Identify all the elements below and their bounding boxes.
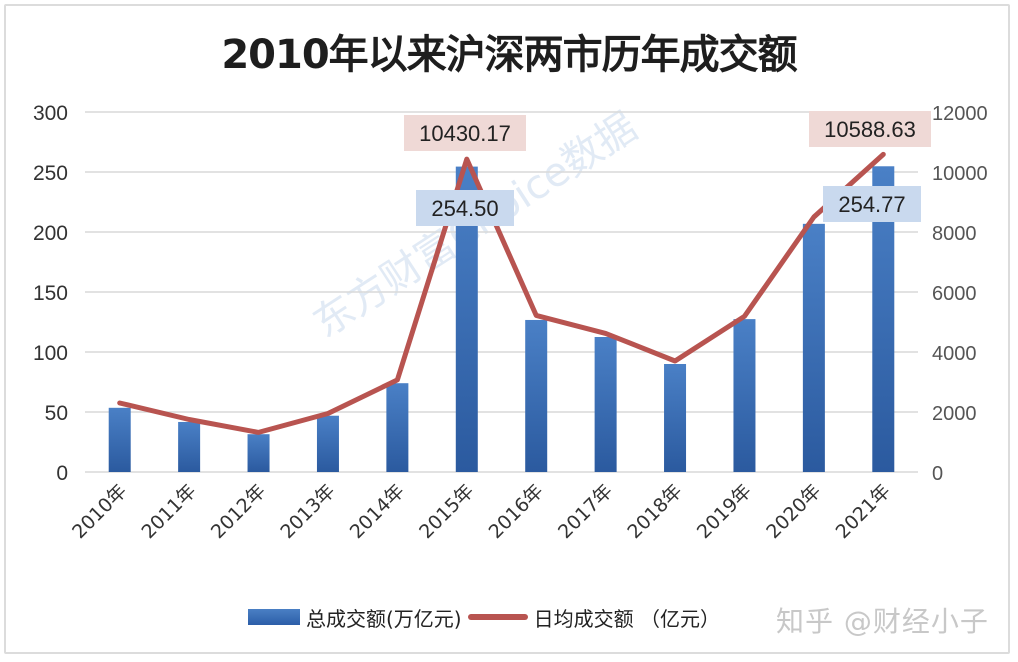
data-label-bg — [404, 115, 526, 151]
bar — [455, 166, 478, 472]
right-axis-tick: 0 — [932, 463, 943, 485]
left-axis-tick: 0 — [56, 462, 68, 485]
bar — [872, 166, 895, 472]
x-axis-label: 2018年 — [623, 480, 686, 543]
legend-bar-swatch — [248, 609, 300, 625]
right-axis-tick: 4000 — [932, 343, 977, 365]
left-axis-tick: 50 — [45, 402, 68, 425]
data-label: 10588.63 — [824, 117, 916, 142]
data-label: 254.50 — [431, 196, 498, 221]
bar — [316, 415, 339, 472]
right-axis-tick: 12000 — [932, 103, 988, 125]
bar — [247, 434, 270, 472]
bar — [664, 364, 687, 472]
bar — [802, 223, 825, 472]
x-axis-label: 2016年 — [485, 480, 548, 543]
x-axis-label: 2021年 — [832, 480, 895, 543]
right-axis-tick: 2000 — [932, 403, 977, 425]
data-label: 10430.17 — [419, 121, 511, 146]
bar — [733, 319, 756, 472]
bar — [386, 383, 409, 472]
right-axis-tick: 8000 — [932, 223, 977, 245]
data-label-bg — [809, 111, 931, 147]
data-label: 254.77 — [838, 192, 905, 217]
left-axis-tick: 200 — [33, 222, 68, 245]
chart-title: 2010年以来沪深两市历年成交额 — [221, 32, 797, 78]
legend-line-label: 日均成交额 （亿元） — [533, 606, 720, 631]
x-axis-label: 2020年 — [762, 480, 825, 543]
right-axis-tick: 6000 — [932, 283, 977, 305]
left-axis-tick: 250 — [33, 162, 68, 185]
legend: 总成交额(万亿元) 日均成交额 （亿元） — [248, 602, 720, 632]
bar — [108, 407, 131, 472]
daily-average-line — [117, 151, 886, 435]
legend-line-swatch — [467, 614, 528, 620]
x-axis-label: 2011年 — [137, 480, 200, 543]
right-axis-tick: 10000 — [932, 163, 988, 185]
data-label-bg — [416, 190, 514, 226]
bar — [178, 421, 201, 472]
x-axis-label: 2015年 — [415, 480, 478, 543]
left-axis-tick: 150 — [33, 282, 68, 305]
x-axis-label: 2017年 — [554, 480, 617, 543]
left-axis-tick: 300 — [33, 102, 68, 125]
x-axis-label: 2014年 — [346, 480, 409, 543]
x-axis-label: 2013年 — [276, 480, 339, 543]
data-label-bg — [823, 186, 921, 222]
source-watermark: 知乎 @财经小子 — [776, 605, 989, 638]
bar — [525, 319, 548, 472]
x-axis-label: 2012年 — [207, 480, 270, 543]
x-axis-label: 2019年 — [693, 480, 756, 543]
x-axis-label: 2010年 — [68, 480, 131, 543]
bar — [594, 337, 617, 472]
legend-bar-label: 总成交额(万亿元) — [306, 606, 462, 631]
left-axis-tick: 100 — [33, 342, 68, 365]
